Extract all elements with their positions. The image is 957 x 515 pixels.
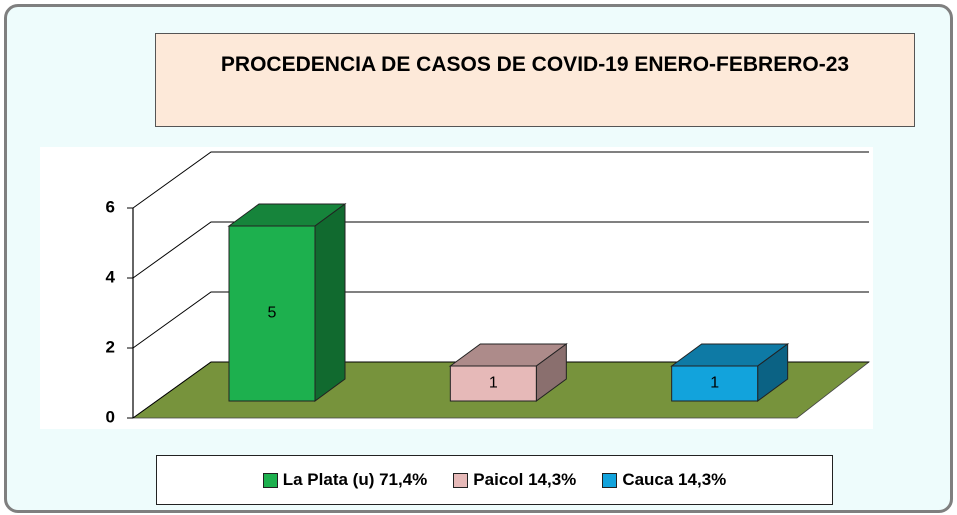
- legend-swatch: [453, 472, 469, 488]
- data-label: 1: [489, 375, 498, 392]
- chart-frame: 0 2 4 6 5 1 1 PROCEDENCIA DE CASOS DE COVID-19…: [4, 4, 953, 513]
- legend-item: Paicol 14,3%: [453, 470, 576, 490]
- legend-label: Paicol 14,3%: [473, 470, 577, 489]
- y-tick-label: 6: [106, 197, 115, 216]
- bar-side: [314, 203, 346, 402]
- legend-swatch: [262, 472, 278, 488]
- grid-line: [132, 361, 869, 419]
- legend-label: La Plata (u) 71,4%: [282, 470, 428, 489]
- bar: [671, 365, 759, 402]
- legend: La Plata (u) 71,4% Paicol 14,3% Cauca 14,3…: [156, 455, 833, 505]
- legend-swatch: [602, 472, 618, 488]
- chart: 0 2 4 6 5 1 1: [40, 147, 873, 429]
- y-tick-label: 0: [106, 407, 115, 426]
- legend-item: La Plata (u) 71,4%: [262, 470, 428, 490]
- legend-item: Cauca 14,3%: [602, 470, 726, 490]
- legend-label: Cauca 14,3%: [622, 470, 727, 489]
- y-tick-label: 2: [106, 337, 115, 356]
- y-tick-label: 4: [106, 267, 116, 286]
- bar: [449, 365, 537, 402]
- grid-line: [132, 291, 869, 349]
- grid-line: [132, 151, 869, 209]
- bar: [228, 225, 316, 402]
- grid-line: [132, 221, 869, 279]
- data-label: 5: [268, 305, 277, 322]
- data-label: 1: [710, 375, 719, 392]
- chart-title: PROCEDENCIA DE CASOS DE COVID-19 ENERO-F…: [155, 33, 915, 127]
